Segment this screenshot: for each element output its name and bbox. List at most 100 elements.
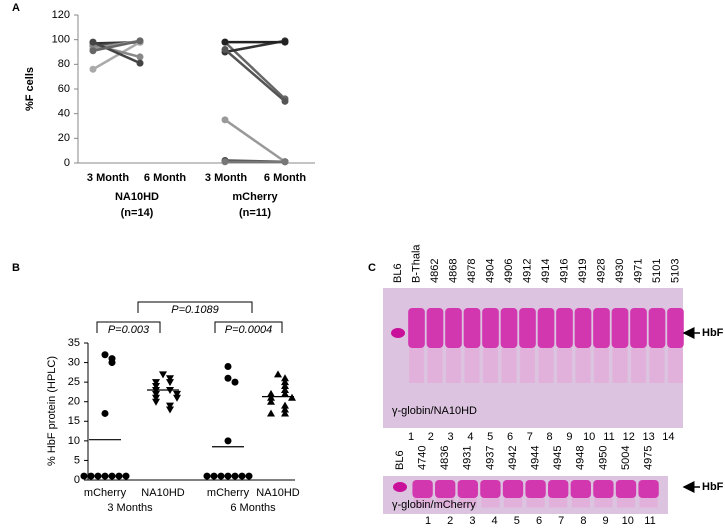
- lane-label: B-Thala: [410, 244, 422, 283]
- data-point: [173, 390, 181, 398]
- gel-smear: [557, 348, 572, 383]
- y-tick-label: 80: [58, 58, 70, 70]
- band-label: HbF: [702, 481, 724, 493]
- series-line: [92, 41, 141, 71]
- gel-band: [435, 480, 456, 498]
- panel-label: C: [368, 262, 376, 274]
- data-point: [274, 370, 282, 378]
- gel-smear: [427, 348, 443, 383]
- y-tick-label: 15: [68, 415, 80, 427]
- lane-number: 9: [603, 515, 609, 527]
- p-value: P=0.003: [108, 324, 150, 336]
- y-axis-title: %F cells: [24, 67, 36, 111]
- gel-band: [615, 480, 637, 498]
- significance-bracket: [214, 321, 283, 333]
- series-line: [92, 40, 141, 65]
- lane-label: 4878: [466, 259, 478, 283]
- lane-number: 3: [448, 431, 454, 443]
- y-tick-label: 60: [58, 83, 70, 95]
- significance-bracket: [137, 301, 253, 313]
- gel-smear: [520, 348, 535, 383]
- y-axis-title: % HbF protein (HPLC): [46, 356, 58, 466]
- lane-label: 4945: [552, 446, 564, 470]
- panel-label: A: [12, 2, 20, 14]
- gel-smear: [649, 348, 665, 383]
- lane-label: 4942: [507, 446, 519, 470]
- gel-smear: [409, 348, 424, 383]
- lane-number: 9: [566, 431, 572, 443]
- gel-band: [574, 308, 592, 348]
- gel-smear: [503, 498, 523, 508]
- lane-number: 2: [447, 515, 453, 527]
- lane-label: 4740: [417, 446, 429, 470]
- gel-band: [611, 308, 629, 348]
- gel-smear: [549, 498, 568, 508]
- y-tick-label: 25: [68, 376, 80, 388]
- data-point: [166, 375, 174, 383]
- gel-band: [391, 328, 405, 338]
- data-point: [221, 158, 229, 166]
- gel-smear: [571, 498, 590, 508]
- gel-band: [393, 482, 407, 492]
- gel-smear: [594, 498, 613, 508]
- lane-label: 4914: [540, 259, 552, 283]
- gel-band: [556, 308, 573, 348]
- gel-band: [457, 480, 478, 498]
- data-point: [281, 409, 289, 417]
- gel-band: [412, 480, 433, 498]
- data-point: [281, 158, 289, 166]
- p-value: P=0.1089: [171, 304, 218, 316]
- lane-label: 4906: [503, 259, 515, 283]
- y-tick-label: 35: [68, 337, 80, 349]
- lane-number: 14: [662, 431, 674, 443]
- lane-number: 13: [642, 431, 654, 443]
- data-point: [281, 97, 289, 105]
- lane-label: 4868: [447, 259, 459, 283]
- lane-number: 8: [547, 431, 553, 443]
- data-point: [89, 47, 97, 55]
- gel-smear: [631, 348, 646, 383]
- data-point: [89, 38, 97, 46]
- data-point: [166, 379, 174, 387]
- lane-number: 6: [536, 515, 542, 527]
- gel-band: [463, 308, 481, 348]
- data-point: [231, 472, 239, 480]
- y-tick-label: 0: [74, 474, 80, 486]
- group-note: (n=11): [239, 207, 271, 219]
- data-point: [245, 472, 253, 480]
- gel-band: [502, 480, 524, 498]
- gel-smear: [612, 348, 628, 383]
- gel-caption: γ-globin/NA10HD: [392, 405, 477, 417]
- lane-label: 4912: [521, 259, 533, 283]
- group-label: 3 Months: [107, 502, 153, 514]
- lane-label: 4944: [530, 446, 542, 470]
- lane-label: 5101: [651, 259, 663, 283]
- data-point: [267, 389, 275, 397]
- lane-label: 4836: [439, 446, 451, 470]
- lane-number: 3: [469, 515, 475, 527]
- x-tick-label: 3 Month: [205, 172, 247, 184]
- data-point: [288, 393, 296, 401]
- data-point: [281, 385, 289, 393]
- gel-smear: [668, 348, 683, 383]
- data-point: [281, 378, 289, 386]
- data-point: [89, 65, 97, 73]
- lane-number: 5: [514, 515, 520, 527]
- lane-number: 6: [507, 431, 513, 443]
- gel-smear: [616, 498, 636, 508]
- data-point: [267, 409, 275, 417]
- lane-label: BL6: [394, 450, 406, 470]
- data-point: [101, 472, 109, 480]
- data-point: [87, 472, 95, 480]
- data-point: [136, 37, 144, 45]
- lane-label: 4930: [614, 259, 626, 283]
- data-point: [152, 383, 160, 391]
- series-line: [224, 48, 286, 103]
- data-point: [122, 472, 130, 480]
- gel-smear: [594, 348, 609, 383]
- data-point: [152, 394, 160, 402]
- x-tick-label: 3 Month: [87, 172, 129, 184]
- data-point: [136, 53, 144, 61]
- x-tick-label: mCherry: [84, 487, 127, 499]
- gel-band: [593, 308, 610, 348]
